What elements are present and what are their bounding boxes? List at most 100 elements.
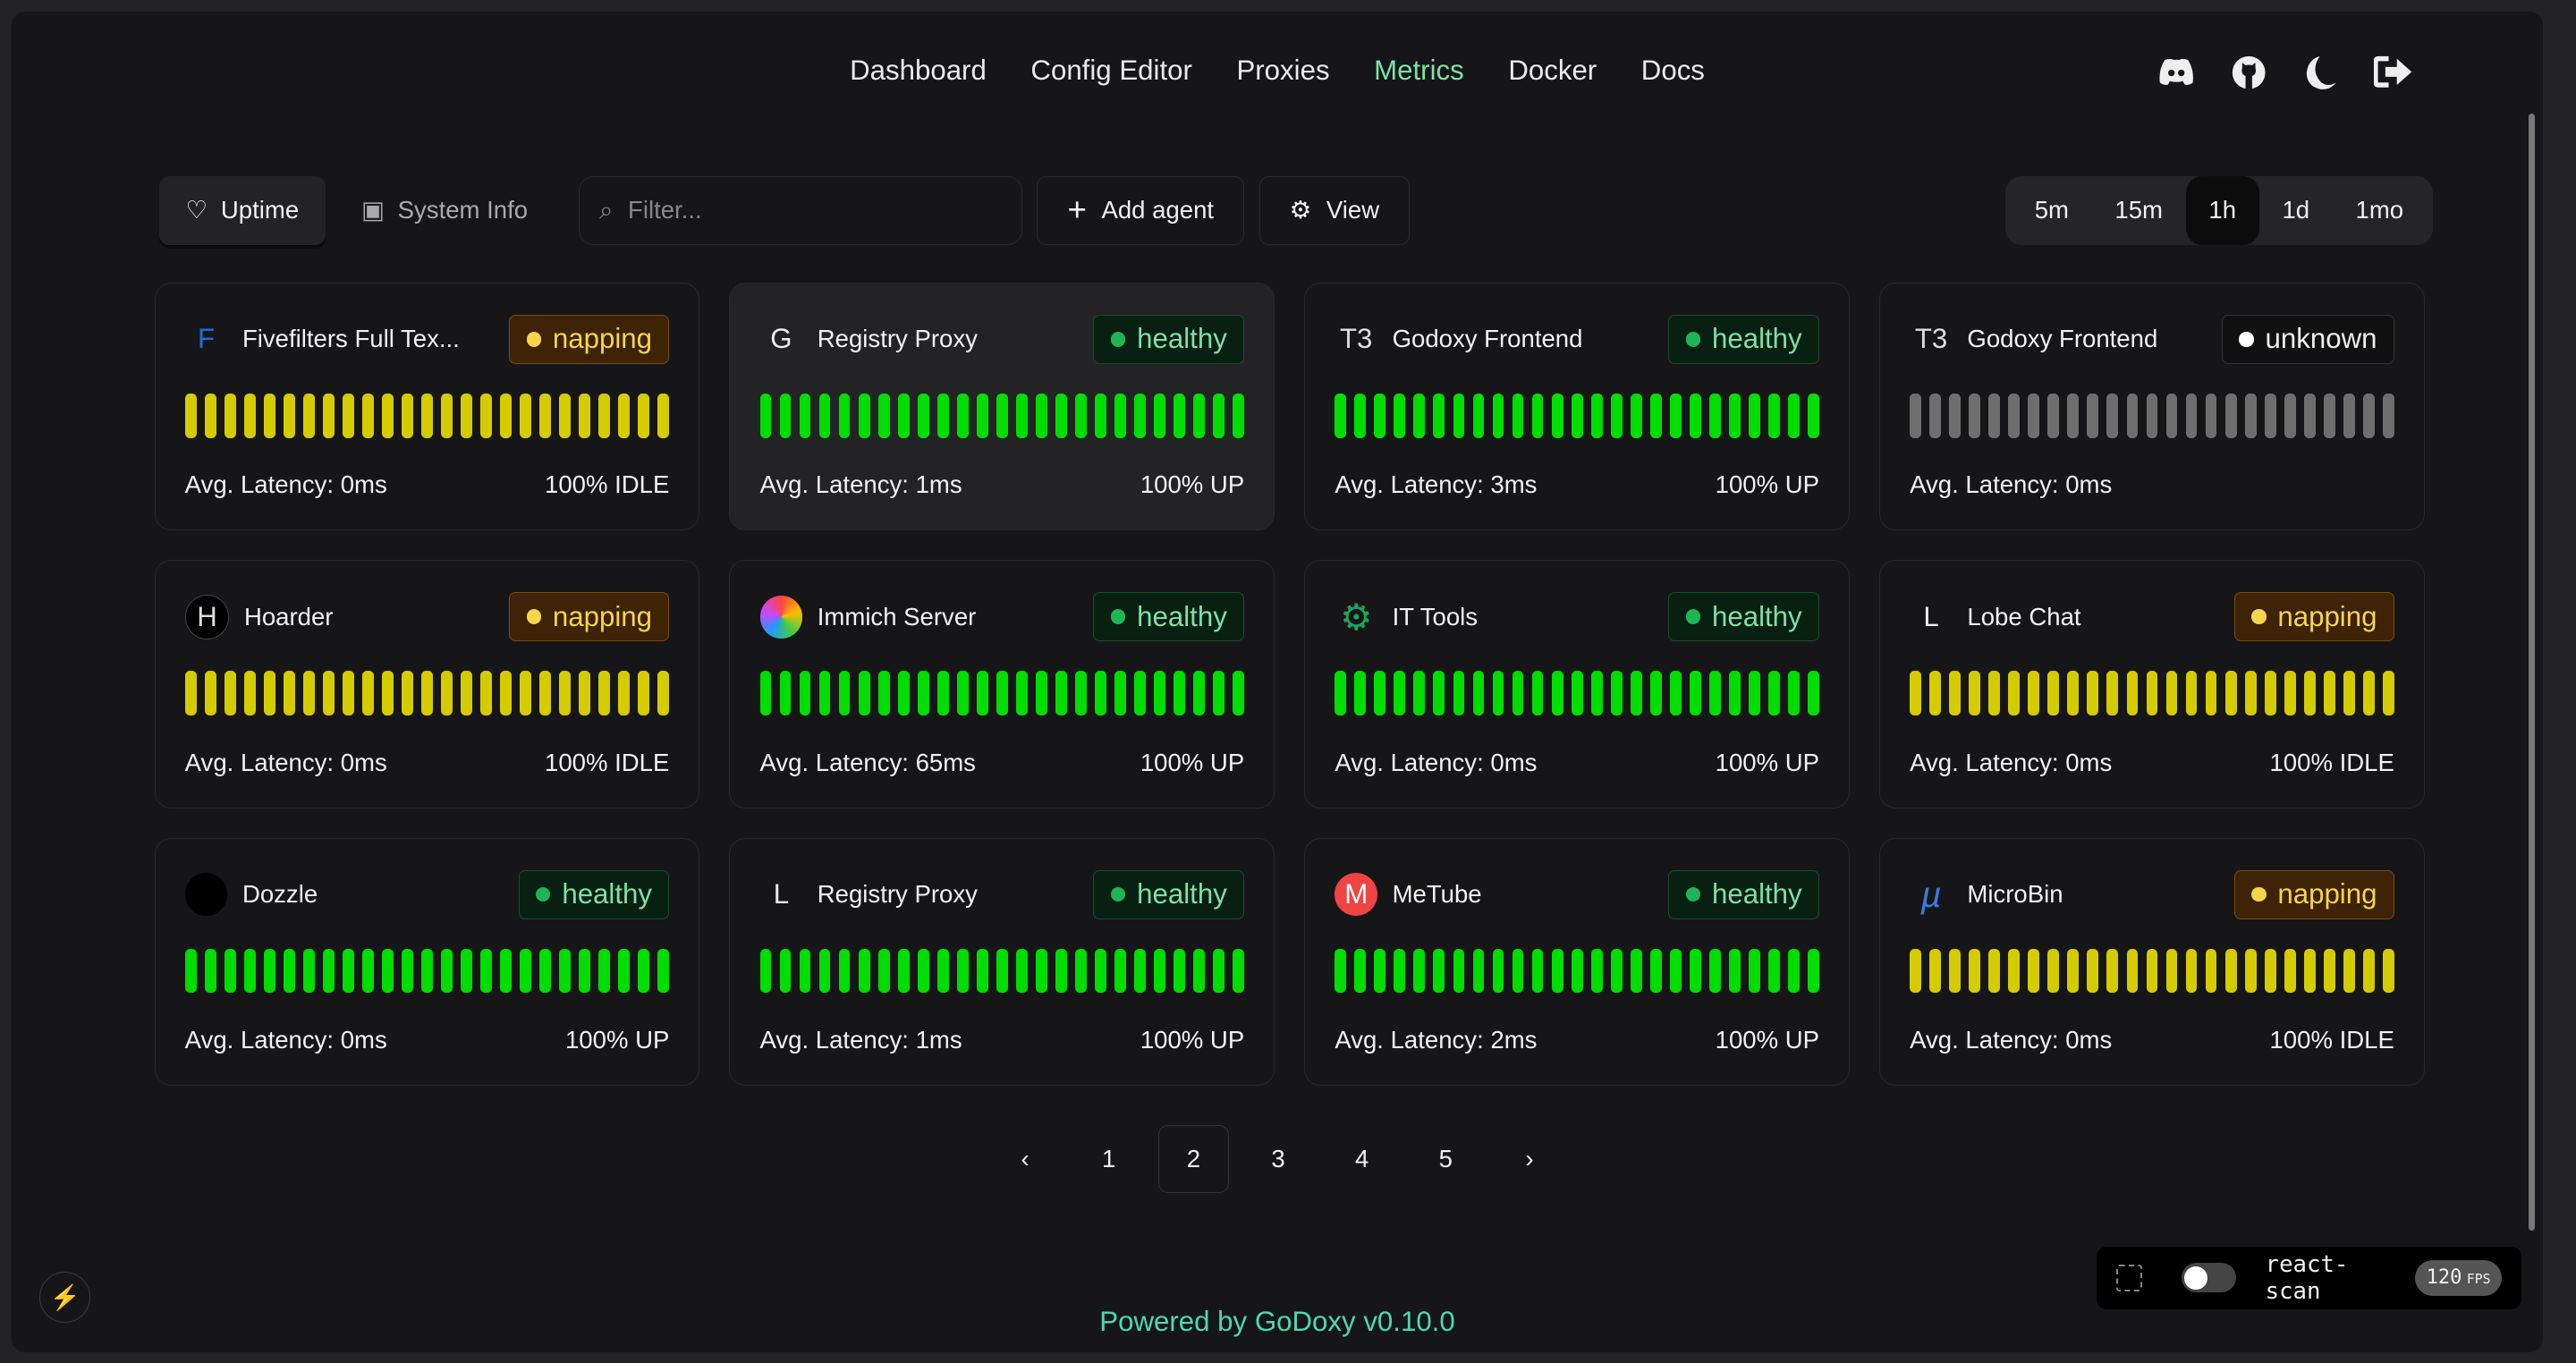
uptime-bar[interactable] bbox=[1708, 393, 1721, 438]
uptime-bar[interactable] bbox=[2047, 948, 2060, 994]
uptime-bar[interactable] bbox=[1114, 671, 1126, 715]
uptime-bar[interactable] bbox=[1910, 671, 1921, 715]
uptime-bar[interactable] bbox=[500, 393, 513, 438]
uptime-bar[interactable] bbox=[2106, 948, 2119, 994]
uptime-bar[interactable] bbox=[1134, 671, 1146, 715]
uptime-bar[interactable] bbox=[184, 671, 197, 715]
uptime-bar[interactable] bbox=[2106, 671, 2119, 715]
uptime-bar[interactable] bbox=[657, 671, 670, 715]
uptime-bar[interactable] bbox=[184, 948, 197, 994]
service-card[interactable]: F Fivefilters Full Tex... napping Avg. Late… bbox=[154, 282, 700, 531]
uptime-bar[interactable] bbox=[1551, 948, 1563, 994]
uptime-bar[interactable] bbox=[2146, 393, 2158, 438]
uptime-bar[interactable] bbox=[1394, 393, 1406, 438]
github-icon[interactable] bbox=[2229, 55, 2268, 90]
uptime-bar[interactable] bbox=[2362, 393, 2375, 438]
uptime-bar[interactable] bbox=[1590, 671, 1603, 715]
service-card[interactable]: G Registry Proxy healthy Avg. Latency: 1ms 1… bbox=[729, 282, 1275, 531]
uptime-bar[interactable] bbox=[2284, 393, 2296, 438]
uptime-bar[interactable] bbox=[2028, 393, 2040, 438]
uptime-bar[interactable] bbox=[224, 948, 236, 994]
uptime-bar[interactable] bbox=[818, 671, 831, 715]
service-card[interactable]: T3 Godoxy Frontend healthy Avg. Latency: 3m… bbox=[1304, 282, 1851, 531]
uptime-bar[interactable] bbox=[302, 948, 315, 994]
page-2-button[interactable]: 2 bbox=[1157, 1125, 1229, 1193]
uptime-bar[interactable] bbox=[2264, 671, 2276, 715]
uptime-bar[interactable] bbox=[917, 393, 929, 438]
uptime-bar[interactable] bbox=[1808, 393, 1819, 438]
uptime-bar[interactable] bbox=[2047, 671, 2060, 715]
uptime-bar[interactable] bbox=[897, 671, 910, 715]
uptime-bar[interactable] bbox=[1374, 671, 1386, 715]
uptime-bar[interactable] bbox=[877, 671, 890, 715]
uptime-bar[interactable] bbox=[956, 393, 969, 438]
nav-config-editor[interactable]: Config Editor bbox=[1030, 54, 1192, 86]
uptime-bar[interactable] bbox=[361, 393, 374, 438]
uptime-bar[interactable] bbox=[322, 948, 335, 994]
uptime-bar[interactable] bbox=[1630, 393, 1642, 438]
uptime-bar[interactable] bbox=[976, 671, 988, 715]
uptime-bar[interactable] bbox=[224, 671, 236, 715]
uptime-bar[interactable] bbox=[1748, 671, 1760, 715]
uptime-bar[interactable] bbox=[917, 948, 929, 994]
uptime-bar[interactable] bbox=[2382, 948, 2394, 994]
uptime-bar[interactable] bbox=[1808, 671, 1819, 715]
uptime-bar[interactable] bbox=[1649, 393, 1662, 438]
uptime-bar[interactable] bbox=[818, 948, 831, 994]
uptime-bar[interactable] bbox=[1492, 671, 1504, 715]
tab-system-info[interactable]: ▣ System Info bbox=[335, 176, 555, 245]
filter-input[interactable]: ⌕ Filter... bbox=[579, 175, 1022, 245]
uptime-bar[interactable] bbox=[1193, 671, 1206, 715]
uptime-bar[interactable] bbox=[2284, 948, 2296, 994]
uptime-bar[interactable] bbox=[539, 948, 552, 994]
uptime-bar[interactable] bbox=[2087, 948, 2099, 994]
uptime-bar[interactable] bbox=[1689, 393, 1701, 438]
uptime-bar[interactable] bbox=[1413, 393, 1426, 438]
uptime-bar[interactable] bbox=[759, 948, 772, 994]
uptime-bar[interactable] bbox=[1413, 671, 1426, 715]
uptime-bar[interactable] bbox=[638, 393, 650, 438]
uptime-bar[interactable] bbox=[759, 671, 772, 715]
uptime-bar[interactable] bbox=[1213, 393, 1225, 438]
uptime-bar[interactable] bbox=[361, 948, 374, 994]
uptime-bar[interactable] bbox=[224, 393, 236, 438]
uptime-bar[interactable] bbox=[1988, 393, 2001, 438]
uptime-bar[interactable] bbox=[917, 671, 929, 715]
uptime-bar[interactable] bbox=[2303, 393, 2316, 438]
uptime-bar[interactable] bbox=[996, 393, 1008, 438]
uptime-bar[interactable] bbox=[441, 948, 453, 994]
uptime-bar[interactable] bbox=[1035, 393, 1047, 438]
uptime-bar[interactable] bbox=[1531, 948, 1544, 994]
uptime-bar[interactable] bbox=[1910, 393, 1921, 438]
uptime-bar[interactable] bbox=[2087, 393, 2099, 438]
uptime-bar[interactable] bbox=[1035, 671, 1047, 715]
uptime-bar[interactable] bbox=[421, 393, 433, 438]
service-card[interactable]: µ MicroBin napping Avg. Latency: 0ms 100% ID… bbox=[1879, 837, 2425, 1086]
uptime-bar[interactable] bbox=[657, 393, 670, 438]
uptime-bar[interactable] bbox=[1374, 393, 1386, 438]
uptime-bar[interactable] bbox=[1193, 948, 1206, 994]
uptime-bar[interactable] bbox=[799, 671, 811, 715]
uptime-bar[interactable] bbox=[976, 393, 988, 438]
uptime-bar[interactable] bbox=[618, 948, 631, 994]
uptime-bar[interactable] bbox=[1095, 671, 1106, 715]
uptime-bar[interactable] bbox=[2067, 671, 2080, 715]
uptime-bar[interactable] bbox=[1768, 393, 1780, 438]
uptime-bar[interactable] bbox=[1134, 393, 1146, 438]
uptime-bar[interactable] bbox=[897, 948, 910, 994]
uptime-bar[interactable] bbox=[1233, 948, 1245, 994]
uptime-bar[interactable] bbox=[243, 671, 256, 715]
nav-metrics[interactable]: Metrics bbox=[1374, 54, 1464, 86]
uptime-bar[interactable] bbox=[1669, 948, 1682, 994]
uptime-bar[interactable] bbox=[2362, 948, 2375, 994]
uptime-bar[interactable] bbox=[858, 393, 870, 438]
uptime-bar[interactable] bbox=[2303, 671, 2316, 715]
service-card[interactable]: H Hoarder napping Avg. Latency: 0ms 100% IDL… bbox=[154, 560, 700, 808]
add-agent-button[interactable]: + Add agent bbox=[1037, 175, 1245, 245]
uptime-bar[interactable] bbox=[2028, 671, 2040, 715]
uptime-bar[interactable] bbox=[2323, 671, 2335, 715]
uptime-bar[interactable] bbox=[2362, 671, 2375, 715]
uptime-bar[interactable] bbox=[1233, 393, 1245, 438]
uptime-bar[interactable] bbox=[1988, 948, 2001, 994]
uptime-bar[interactable] bbox=[1708, 671, 1721, 715]
